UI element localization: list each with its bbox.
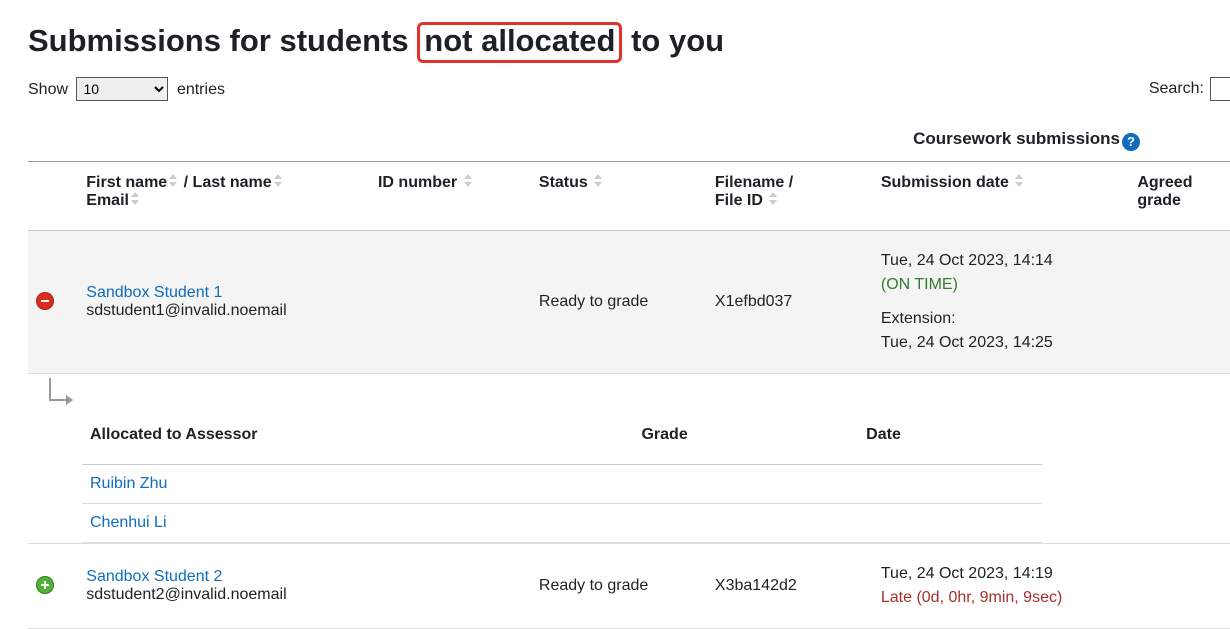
nested-row: Allocated to Assessor Grade Date Ruibin … (28, 373, 1230, 543)
col-id[interactable]: ID number (370, 161, 531, 230)
extension-date: Tue, 24 Oct 2023, 14:25 (881, 331, 1121, 355)
nested-col-assessor: Allocated to Assessor (82, 414, 633, 465)
search-input[interactable] (1210, 77, 1230, 101)
file-id-cell: X1efbd037 (707, 230, 873, 373)
page-size-select[interactable]: 10 (76, 77, 168, 101)
status-cell: Ready to grade (531, 230, 707, 373)
help-icon[interactable]: ? (1122, 133, 1140, 151)
timeliness-badge: Late (0d, 0hr, 9min, 9sec) (881, 586, 1121, 610)
col-file[interactable]: Filename / File ID (707, 161, 873, 230)
search-label: Search: (1149, 80, 1204, 98)
agreed-grade-cell (1129, 230, 1230, 373)
title-after: to you (622, 23, 724, 58)
submission-date: Tue, 24 Oct 2023, 14:19 (881, 562, 1121, 586)
assessor-link[interactable]: Ruibin Zhu (90, 475, 167, 492)
student-email: sdstudent1@invalid.noemail (86, 302, 286, 319)
col-status[interactable]: Status (531, 161, 707, 230)
col-name[interactable]: First name / Last name Email (78, 161, 370, 230)
nested-col-date: Date (858, 414, 1042, 465)
id-number-cell (370, 543, 531, 628)
coursework-header-text: Coursework submissions (913, 129, 1120, 148)
agreed-grade-cell (1129, 543, 1230, 628)
assessor-link[interactable]: Chenhui Li (90, 514, 167, 531)
timeliness-badge: (ON TIME) (881, 273, 1121, 297)
search-control: Search: (1149, 77, 1230, 101)
page-title: Submissions for students not allocated t… (28, 22, 1230, 63)
assessor-row: Ruibin Zhu (82, 464, 1042, 503)
submission-date-cell: Tue, 24 Oct 2023, 14:19 Late (0d, 0hr, 9… (873, 543, 1129, 628)
col-expand (28, 161, 78, 230)
student-name-link[interactable]: Sandbox Student 2 (86, 568, 222, 585)
nested-col-grade: Grade (633, 414, 858, 465)
status-cell: Ready to grade (531, 543, 707, 628)
assessor-row: Chenhui Li (82, 503, 1042, 542)
title-before: Submissions for students (28, 23, 417, 58)
table-row: Sandbox Student 2 sdstudent2@invalid.noe… (28, 543, 1230, 628)
extension-label: Extension: (881, 307, 1121, 331)
submission-date-cell: Tue, 24 Oct 2023, 14:14 (ON TIME) Extens… (873, 230, 1129, 373)
col-grade[interactable]: Agreed grade (1129, 161, 1230, 230)
submissions-table: First name / Last name Email ID number S… (28, 161, 1230, 629)
col-date[interactable]: Submission date (873, 161, 1129, 230)
entries-label: entries (177, 81, 225, 98)
show-label: Show (28, 81, 68, 98)
submission-date: Tue, 24 Oct 2023, 14:14 (881, 249, 1121, 273)
student-email: sdstudent2@invalid.noemail (86, 586, 286, 603)
title-highlight: not allocated (417, 22, 622, 63)
length-control: Show 10 entries (28, 77, 225, 101)
table-row: Sandbox Student 1 sdstudent1@invalid.noe… (28, 230, 1230, 373)
table-controls: Show 10 entries Search: (28, 77, 1230, 101)
assessor-table: Allocated to Assessor Grade Date Ruibin … (82, 414, 1042, 543)
nested-arrow-icon (28, 374, 1230, 414)
collapse-icon[interactable] (36, 292, 54, 310)
coursework-section-header: Coursework submissions? (28, 129, 1230, 151)
id-number-cell (370, 230, 531, 373)
student-name-link[interactable]: Sandbox Student 1 (86, 284, 222, 301)
file-id-cell: X3ba142d2 (707, 543, 873, 628)
